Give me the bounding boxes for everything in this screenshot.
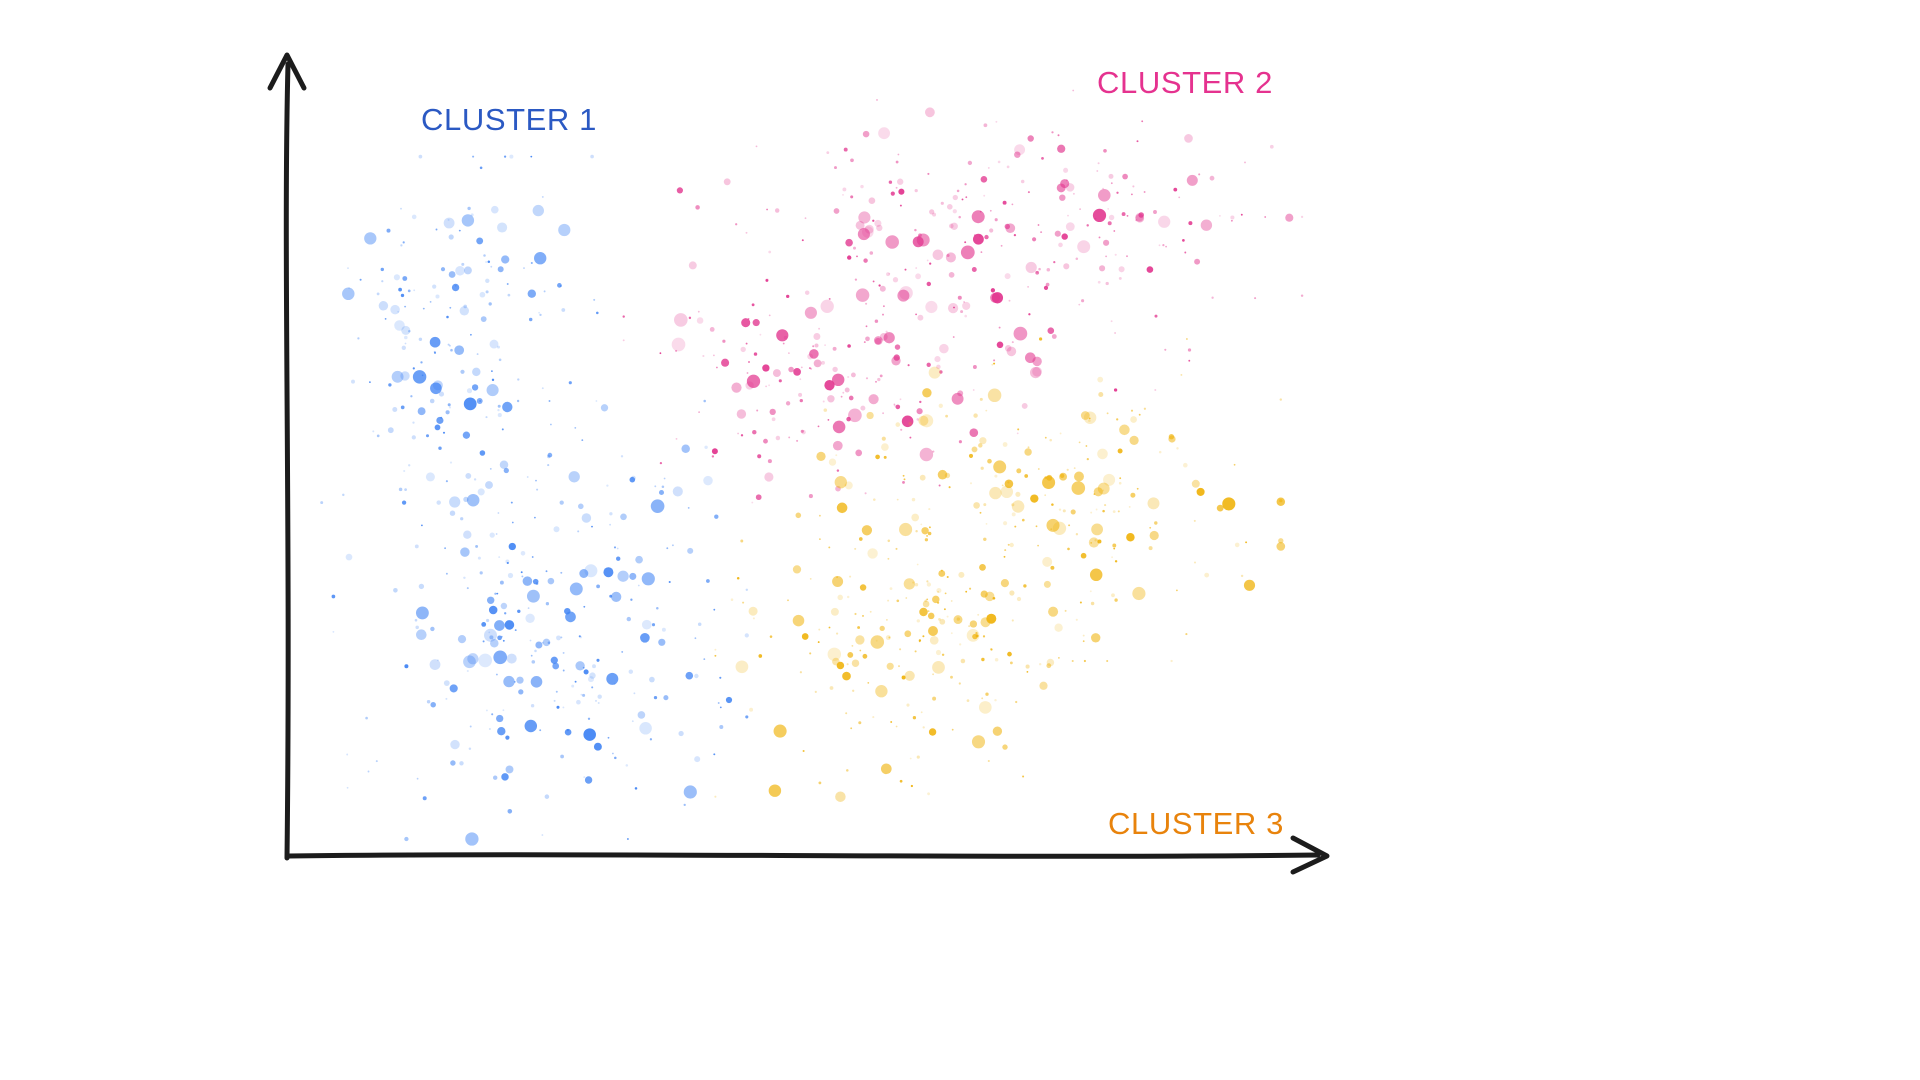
- cluster-2-label: CLUSTER 2: [1097, 65, 1273, 100]
- x-axis: [286, 852, 1321, 859]
- cluster-3-points: [714, 337, 1286, 802]
- x-axis-arrowhead-icon: [1290, 835, 1330, 875]
- y-axis: [283, 61, 291, 861]
- y-axis-arrowhead-icon: [267, 52, 307, 91]
- cluster-2-points: [622, 89, 1304, 504]
- cluster-1-points: [320, 154, 749, 846]
- scatter-points: [320, 89, 1304, 846]
- cluster-3-label: CLUSTER 3: [1108, 806, 1284, 841]
- cluster-1-label: CLUSTER 1: [421, 102, 597, 137]
